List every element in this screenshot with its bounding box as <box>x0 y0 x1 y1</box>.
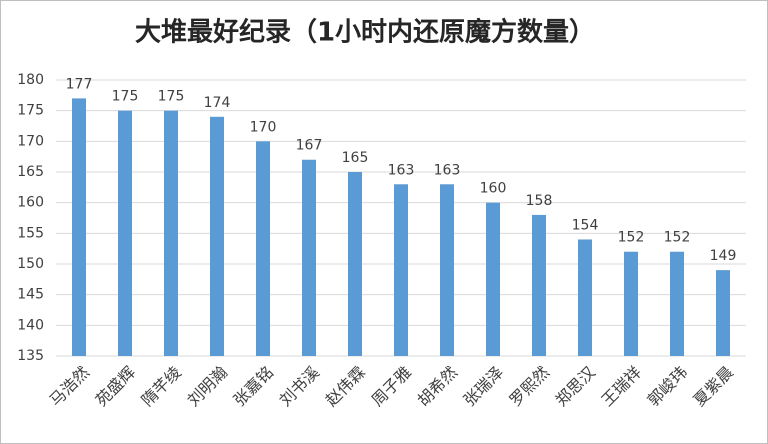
data-label: 175 <box>112 89 139 105</box>
bar <box>578 239 592 356</box>
y-tick-label: 155 <box>17 225 44 241</box>
bar <box>302 159 316 356</box>
bar <box>118 110 132 357</box>
bar <box>532 214 546 356</box>
y-tick-label: 150 <box>17 256 44 272</box>
y-tick-label: 140 <box>17 317 44 333</box>
y-tick-label: 170 <box>17 133 44 149</box>
data-label: 163 <box>388 162 415 178</box>
data-label: 152 <box>618 230 645 246</box>
bar <box>486 202 500 356</box>
bar <box>348 172 362 356</box>
data-label: 158 <box>526 193 553 209</box>
bar <box>440 184 454 356</box>
bar <box>394 184 408 356</box>
bar <box>670 251 684 356</box>
bar <box>72 98 86 357</box>
y-tick-label: 135 <box>17 348 44 364</box>
chart-title: 大堆最好纪录（1小时内还原魔方数量） <box>135 17 595 48</box>
data-label: 160 <box>480 181 507 197</box>
y-tick-label: 160 <box>17 195 44 211</box>
y-tick-label: 175 <box>17 103 44 119</box>
data-label: 149 <box>710 248 737 264</box>
y-tick-label: 180 <box>17 72 44 88</box>
data-label: 167 <box>296 138 323 154</box>
data-label: 163 <box>434 162 461 178</box>
data-label: 165 <box>342 150 369 166</box>
y-tick-label: 145 <box>17 287 44 303</box>
bar <box>256 141 270 356</box>
data-label: 174 <box>204 95 231 111</box>
bar <box>716 270 730 356</box>
bar <box>624 251 638 356</box>
data-label: 154 <box>572 217 599 233</box>
data-label: 175 <box>158 89 185 105</box>
bar <box>164 110 178 357</box>
y-tick-label: 165 <box>17 164 44 180</box>
data-label: 170 <box>250 119 277 135</box>
data-label: 152 <box>664 230 691 246</box>
data-label: 177 <box>66 76 93 92</box>
bar <box>210 116 224 356</box>
